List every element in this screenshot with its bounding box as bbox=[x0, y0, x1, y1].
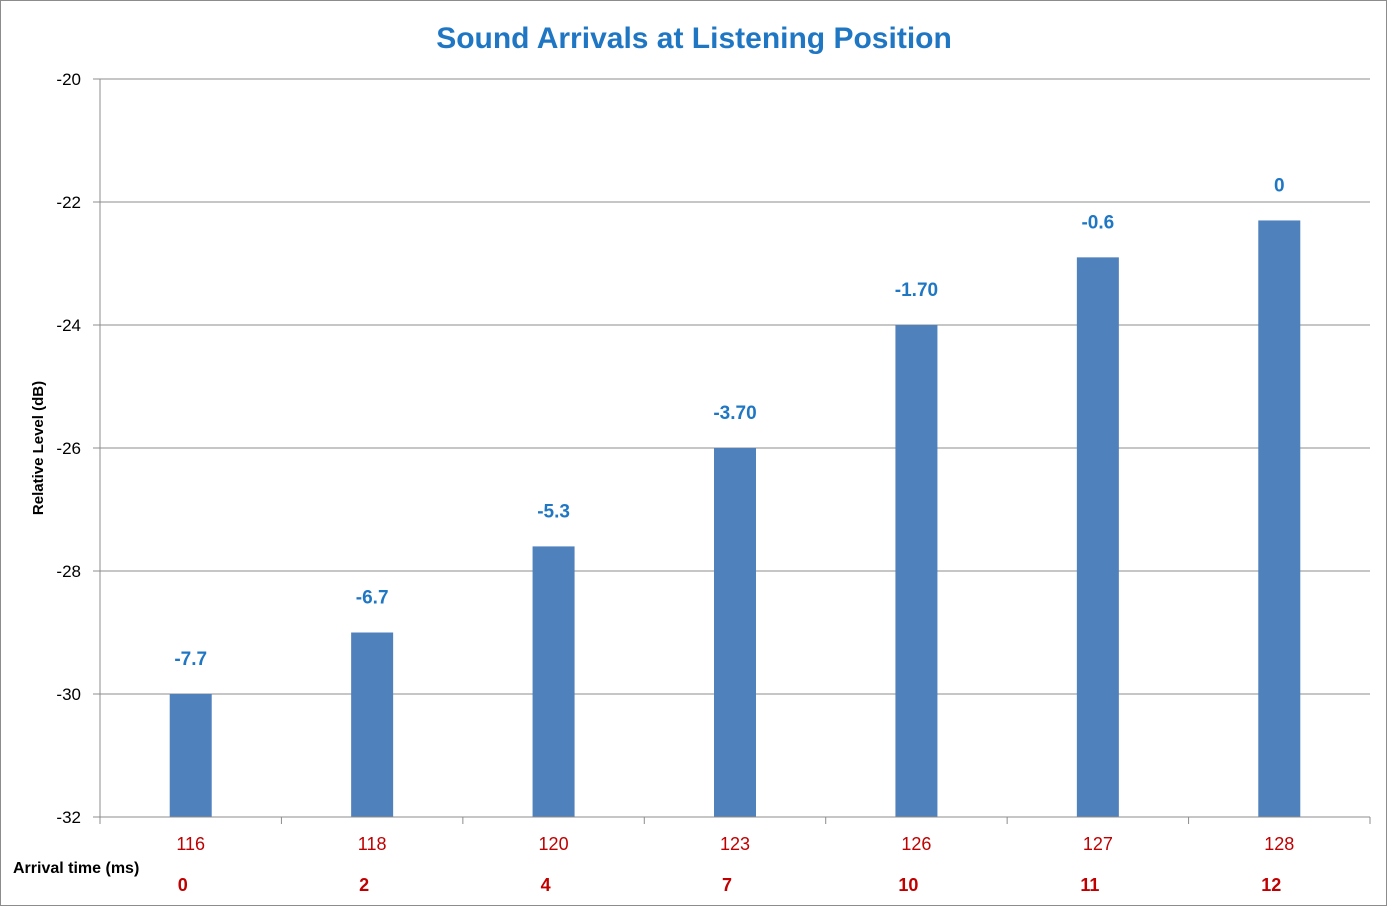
y-tick-label: -28 bbox=[56, 562, 81, 581]
data-label: -5.3 bbox=[537, 501, 570, 522]
bar bbox=[714, 448, 756, 817]
bar bbox=[895, 325, 938, 817]
y-tick-label: -32 bbox=[56, 808, 81, 827]
x-secondary-tick-label: 7 bbox=[722, 875, 732, 895]
bar bbox=[169, 694, 212, 817]
data-labels: -7.7 -6.7 -5.3 -3.70 -1.70 -0.6 0 bbox=[174, 175, 1284, 670]
x-secondary-tick-label: 4 bbox=[541, 875, 551, 895]
data-label: -7.7 bbox=[174, 649, 207, 670]
x-tick-label: 116 bbox=[176, 834, 205, 854]
x-tick-label: 128 bbox=[1264, 834, 1294, 854]
bar bbox=[532, 546, 575, 817]
x-secondary-tick-label: 10 bbox=[898, 875, 918, 895]
y-axis-label: Relative Level (dB) bbox=[30, 381, 47, 515]
y-tick-label: -30 bbox=[56, 685, 81, 704]
x-tick-label: 120 bbox=[539, 834, 569, 854]
data-label: -0.6 bbox=[1081, 212, 1114, 233]
bar bbox=[1076, 257, 1119, 818]
y-tick-label: -20 bbox=[56, 70, 81, 89]
x-secondary-tick-label: 2 bbox=[359, 875, 369, 895]
data-label: -3.70 bbox=[713, 403, 756, 424]
data-label: -1.70 bbox=[895, 280, 938, 301]
y-axis-ticks: -20 -22 -24 -26 -28 -30 -32 bbox=[56, 70, 100, 827]
x-secondary-tick-label: 12 bbox=[1261, 875, 1281, 895]
x-tick-label: 118 bbox=[358, 834, 387, 854]
bar-series bbox=[169, 220, 1301, 818]
x-secondary-tick-label: 11 bbox=[1080, 875, 1099, 895]
data-label: 0 bbox=[1274, 175, 1285, 196]
y-tick-label: -22 bbox=[56, 193, 81, 212]
x-tick-label: 126 bbox=[901, 834, 931, 854]
x-tick-label: 123 bbox=[720, 834, 750, 854]
bar bbox=[351, 632, 394, 817]
y-tick-label: -24 bbox=[56, 316, 81, 335]
bar bbox=[1258, 220, 1301, 817]
x-axis bbox=[99, 79, 1371, 824]
x-tick-label: 127 bbox=[1083, 834, 1113, 854]
x-axis-ticks: 116 0 118 2 120 4 123 7 126 10 127 11 128 12 bbox=[176, 834, 1294, 895]
data-label: -6.7 bbox=[356, 588, 389, 609]
x-axis-label: Arrival time (ms) bbox=[13, 860, 139, 877]
y-tick-label: -26 bbox=[56, 439, 81, 458]
chart-title: Sound Arrivals at Listening Position bbox=[436, 22, 952, 55]
x-secondary-tick-label: 0 bbox=[178, 875, 188, 895]
